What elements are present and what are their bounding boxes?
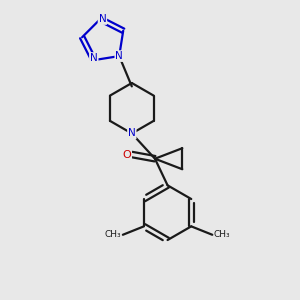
Text: N: N (90, 53, 98, 63)
Text: N: N (98, 14, 106, 24)
Text: N: N (128, 128, 136, 139)
Text: CH₃: CH₃ (214, 230, 231, 239)
Text: O: O (122, 149, 131, 160)
Text: N: N (115, 51, 123, 61)
Text: CH₃: CH₃ (105, 230, 121, 239)
